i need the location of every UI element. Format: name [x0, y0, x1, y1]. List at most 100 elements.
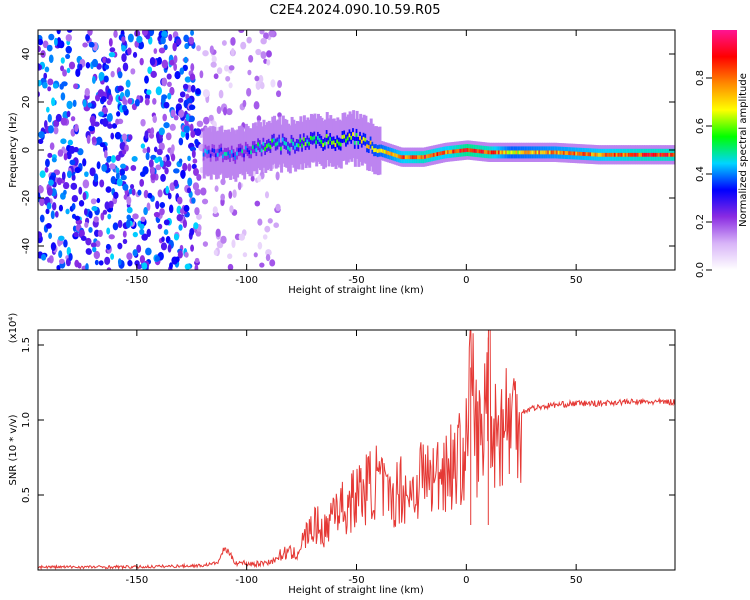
spectrogram-cell: [121, 133, 128, 141]
spectrogram-cell: [122, 104, 128, 112]
spectrogram-cell: [124, 88, 131, 98]
spectrogram-cell: [116, 178, 123, 187]
spectrogram-cell: [594, 152, 598, 157]
spectrogram-cell: [120, 174, 127, 181]
spectrogram-cell: [96, 161, 101, 170]
spectrogram-cell: [244, 145, 248, 150]
spectrogram-cell: [161, 94, 168, 100]
spectrogram-cell: [550, 150, 554, 155]
spectrogram-cell: [292, 141, 296, 146]
spectrogram-cell: [187, 163, 192, 172]
spectrogram-cell: [260, 51, 267, 59]
spectrogram-cell: [85, 33, 91, 42]
spectrogram-cell: [392, 152, 396, 157]
spectrogram-cell: [278, 138, 282, 143]
spectrogram-marks: [38, 30, 675, 270]
spectrogram-cell: [43, 72, 48, 80]
spectrogram-cell: [366, 144, 370, 149]
spectrogram-cell: [670, 152, 674, 157]
spectrogram-cell: [123, 194, 128, 200]
spectrogram-cell: [446, 150, 450, 155]
spectrogram-cell: [515, 150, 519, 155]
spectrogram-cell: [253, 145, 257, 149]
spectrogram-cell: [115, 118, 120, 125]
spectrogram-cell: [626, 152, 630, 157]
spectrogram-cell: [66, 30, 73, 33]
spectrogram-cell: [445, 150, 449, 155]
spectrogram-cell: [144, 75, 149, 84]
spectrogram-cell: [124, 144, 129, 152]
spectrogram-cell: [624, 152, 628, 157]
spectrogram-cell: [113, 191, 119, 199]
spectrogram-cell: [162, 113, 168, 122]
snr-panel: -150 -100 -50 0 50 0.5 1.0 1.5 Height of strai…: [8, 313, 676, 596]
spectrogram-cell: [508, 150, 512, 155]
spectrogram-cell: [46, 187, 53, 196]
spectrogram-cell: [173, 233, 180, 241]
spectrogram-cell: [413, 155, 417, 160]
spectrogram-cell: [121, 36, 126, 43]
spectrogram-cell: [603, 152, 607, 157]
spectrogram-cell: [183, 34, 190, 43]
spectrogram-cell: [242, 99, 247, 108]
spectrogram-cell: [80, 235, 87, 241]
spectrogram-cell: [134, 260, 140, 267]
spectrogram-cell: [74, 123, 79, 133]
spectrogram-cell: [127, 47, 132, 56]
spectrogram-cell: [554, 150, 558, 155]
spectrogram-cell: [52, 83, 59, 89]
spectrogram-cell: [65, 45, 72, 54]
spectrogram-cell: [117, 258, 122, 266]
spectrogram-cell: [110, 176, 116, 185]
spectrogram-cell: [117, 219, 123, 229]
spectrogram-cell: [186, 97, 193, 105]
spectrogram-cell: [343, 134, 347, 139]
spectrogram-cell: [177, 250, 183, 259]
spectrogram-cell: [227, 253, 233, 260]
spectrogram-cell: [126, 214, 132, 221]
spectrogram-cell: [270, 79, 276, 88]
spectrogram-cell: [54, 211, 59, 218]
spectrogram-cell: [510, 150, 514, 155]
spectrogram-cell: [573, 151, 577, 156]
spectrogram-cell: [163, 122, 170, 129]
spectrogram-cell: [97, 89, 105, 98]
spectrogram-cell: [104, 149, 108, 159]
spectrogram-cell: [264, 225, 271, 233]
spectrogram-cell: [141, 233, 148, 241]
spectrogram-cell: [213, 148, 217, 153]
spectrogram-cell: [105, 186, 112, 193]
spectrogram-cell: [122, 96, 126, 105]
spectrogram-cell: [108, 37, 113, 47]
spectrogram-cell: [258, 144, 262, 149]
spectrogram-cell: [552, 150, 556, 155]
spectrogram-cell: [403, 155, 407, 160]
spectrogram-cell: [254, 200, 261, 207]
spectrogram-cell: [42, 82, 48, 89]
spectrogram-cell: [218, 89, 224, 99]
spectrogram-cell: [146, 202, 151, 211]
spectrogram-cell: [101, 164, 108, 172]
spectrogram-cell: [73, 83, 79, 90]
x-tick-label: -50: [348, 275, 364, 286]
spectrogram-cell: [480, 149, 484, 154]
spectrogram-cell: [248, 54, 254, 63]
x-tick-label: 50: [570, 275, 583, 286]
spectrogram-cell: [228, 190, 233, 199]
spectrogram-cell: [184, 76, 192, 83]
spectrogram-cell: [115, 171, 120, 181]
colorbar-tick-label: 0.6: [695, 118, 706, 134]
spectrogram-cell: [657, 152, 661, 157]
spectrogram-cell: [250, 150, 254, 155]
spectrogram-cell: [562, 150, 566, 155]
spectrogram-cell: [69, 159, 76, 166]
spectrogram-cell: [577, 151, 581, 156]
spectrogram-cell: [119, 141, 126, 151]
spectrogram-cell: [237, 148, 241, 153]
spectrogram-cell: [153, 211, 161, 218]
spectrogram-cell: [575, 151, 579, 156]
spectrogram-cell: [619, 152, 623, 157]
colorbar-ticks: 0.0 0.2 0.4 0.6 0.8: [695, 70, 712, 278]
spectrogram-cell: [173, 168, 180, 174]
spectrogram-cell: [121, 149, 127, 155]
